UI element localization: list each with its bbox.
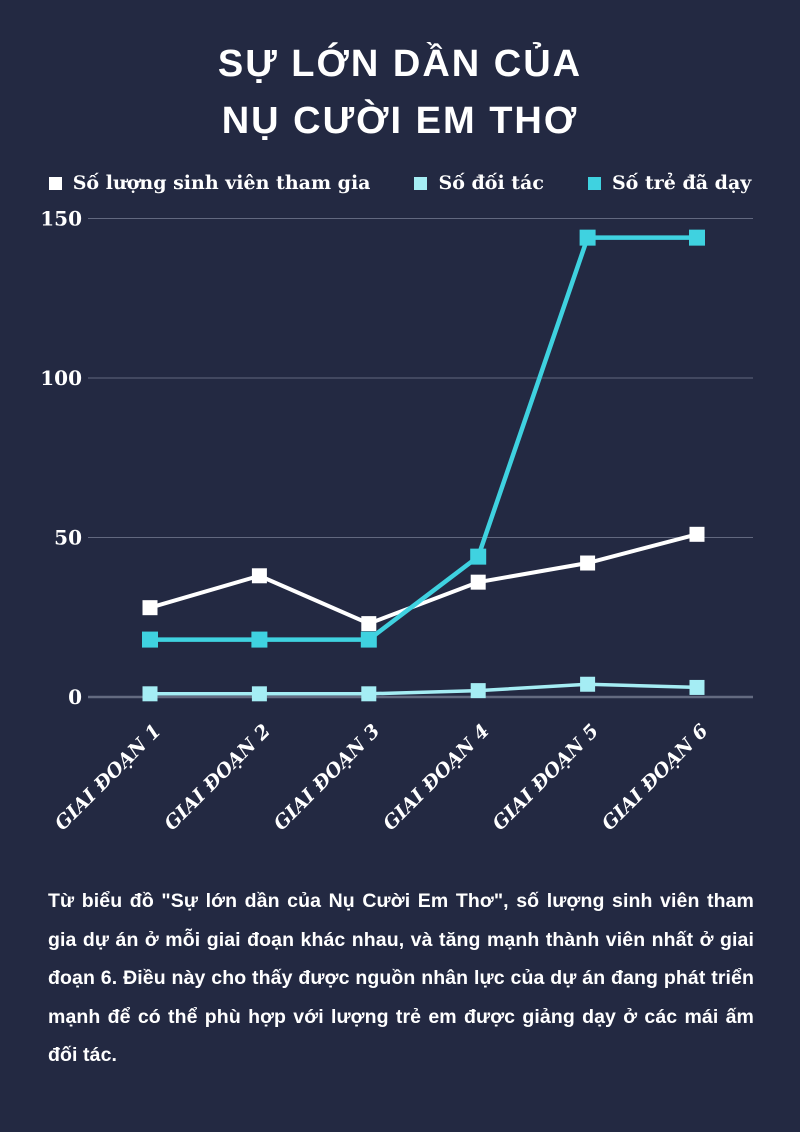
data-point-marker [142, 631, 158, 648]
legend-swatch-icon [587, 176, 601, 190]
series-line-0 [149, 532, 698, 626]
data-point-marker [142, 686, 158, 702]
x-axis-label: GIAI ĐOẠN 5 [488, 720, 603, 835]
legend-label: Số trẻ đã dạy [611, 172, 752, 194]
data-point-marker [689, 526, 705, 542]
x-axis-label: GIAI ĐOẠN 1 [51, 720, 166, 835]
legend-label: Số lượng sinh viên tham gia [72, 172, 371, 194]
data-point-marker [251, 686, 267, 702]
data-point-marker [360, 631, 377, 648]
series-line-2 [150, 235, 697, 642]
y-tick-label: 150 [40, 207, 82, 231]
data-point-marker [470, 574, 486, 590]
data-point-marker [251, 631, 268, 648]
data-point-marker [251, 568, 267, 584]
x-axis-label: GIAI ĐOẠN 3 [269, 720, 384, 835]
data-point-marker [142, 600, 158, 616]
data-point-marker [361, 686, 377, 702]
data-point-marker [579, 229, 596, 246]
data-point-marker [361, 616, 377, 632]
legend-label: Số đối tác [438, 172, 544, 194]
x-axis-label: GIAI ĐOẠN 4 [379, 720, 494, 835]
data-point-marker [689, 679, 705, 695]
legend-swatch-icon [414, 176, 428, 190]
data-point-marker [470, 683, 486, 699]
legend-item-2: Số trẻ đã dạy [587, 172, 752, 194]
y-tick-label: 0 [68, 685, 82, 709]
data-point-marker [689, 229, 705, 246]
data-point-marker [580, 555, 596, 571]
chart-legend: Số lượng sinh viên tham gia Số đối tác Số … [0, 172, 800, 194]
data-point-marker [470, 548, 487, 565]
legend-item-0: Số lượng sinh viên tham gia [48, 172, 371, 194]
x-axis-label: GIAI ĐOẠN 2 [160, 720, 275, 835]
series-line-1 [150, 682, 698, 696]
chart-title: SỰ LỚN DẦN CỦA NỤ CƯỜI EM THƠ [0, 36, 800, 150]
legend-swatch-icon [48, 176, 62, 190]
x-axis-label: GIAI ĐOẠN 6 [598, 720, 713, 835]
y-tick-label: 50 [54, 526, 82, 550]
y-tick-label: 100 [40, 366, 82, 390]
chart-title-line-1: SỰ LỚN DẦN CỦA [217, 43, 583, 85]
chart-title-line-2: NỤ CƯỜI EM THƠ [221, 100, 579, 142]
caption-text: Từ biểu đồ "Sự lớn dần của Nụ Cười Em Th… [48, 890, 754, 1066]
data-point-marker [580, 676, 596, 692]
legend-item-1: Số đối tác [414, 172, 544, 194]
